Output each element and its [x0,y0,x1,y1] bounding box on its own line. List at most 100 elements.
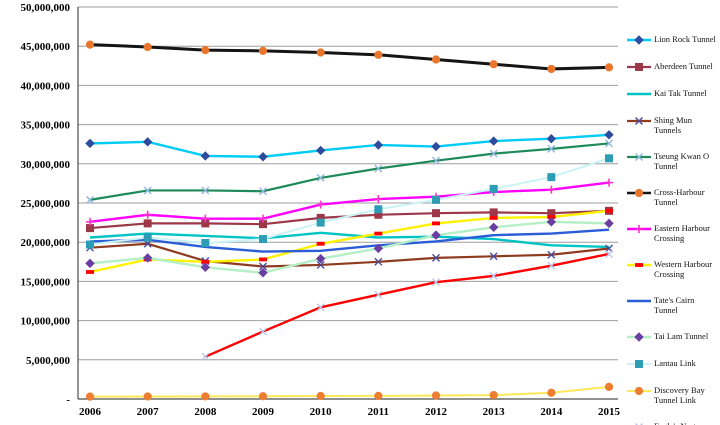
series-9 [85,217,614,278]
series-2 [89,231,610,249]
square-marker [86,240,94,249]
series-line [204,252,610,358]
diamond-marker [85,258,95,269]
diamond-marker [258,152,268,162]
legend-item: Discovery Bay Tunnel Link [627,385,719,405]
series-line [89,181,610,224]
circle-marker [604,63,614,72]
legend-swatch [627,263,651,267]
diamond-marker [373,140,384,150]
series-10 [86,154,613,249]
series-line [89,209,610,230]
y-tick-label: 45,000,000 [21,41,71,53]
series-6 [86,178,613,226]
square-marker [605,154,613,163]
circle-marker [547,388,556,397]
dash-marker [374,231,383,236]
x-tick-label: 2014 [540,406,563,418]
dash-marker [316,241,325,246]
legend-item: Tai Lam Tunnel [627,331,719,342]
legend-swatch [627,386,651,396]
series-line [89,43,610,71]
dash-marker [432,221,440,226]
y-tick-label: 25,000,000 [21,198,71,210]
series-1 [86,206,613,233]
circle-marker [634,386,644,396]
legend-item: Cross-Harbour Tunnel [627,187,719,207]
legend-item: Lion Rock Tunnel [627,34,719,45]
circle-marker [316,48,325,57]
square-marker [635,360,643,368]
series-8 [89,228,610,253]
circle-marker [143,42,152,52]
legend-item: Eagle's Nest Tunnel and Shatin Heights T… [627,421,719,425]
legend-item: Lantau Link [627,358,719,369]
diamond-marker [373,243,384,254]
legend-swatch [627,92,651,96]
legend-swatch [627,35,651,45]
chart-legend: Lion Rock Tunnel Aberdeen Tunnel Kai Tak T… [627,34,719,425]
series-line [89,242,610,268]
dash-marker [635,263,643,267]
series-3 [86,239,613,271]
circle-marker [374,50,383,59]
y-axis-labels: 50,000,000 45,000,000 40,000,000 35,000,000… [21,2,71,406]
dash-marker [86,270,94,274]
legend-swatch [627,188,651,198]
series-markers [85,382,614,401]
square-marker [432,195,440,204]
diamond-marker [604,130,614,140]
legend-item: Eastern Harbour Crossing [627,223,719,243]
series-5 [85,40,614,74]
circle-marker [431,391,441,400]
circle-marker [489,390,498,400]
legend-label: Discovery Bay Tunnel Link [654,385,705,405]
square-marker [316,218,325,227]
legend-label: Tate's Cairn Tunnel [654,295,695,315]
series-4 [86,139,613,204]
legend-item: Kai Tak Tunnel [627,88,719,99]
legend-label: Eastern Harbour Crossing [654,223,710,243]
series-markers [201,249,613,361]
series-line [89,157,610,246]
legend-label: Tai Lam Tunnel [654,331,709,341]
legend-item: Tate's Cairn Tunnel [627,295,719,315]
diamond-marker [431,230,441,240]
series-markers [85,40,614,74]
circle-marker [431,55,441,64]
circle-marker [85,392,95,401]
series-line [89,231,610,249]
plot-area: 50,000,000 45,000,000 40,000,000 35,000,000… [21,2,621,418]
circle-marker [316,391,325,401]
square-marker [143,233,152,242]
legend-swatch [627,225,651,233]
legend-label: Aberdeen Tunnel [654,61,713,71]
diamond-marker [431,141,441,152]
diamond-marker [546,134,557,144]
x-tick-label: 2012 [425,406,448,418]
circle-marker [604,382,614,391]
legend-item: Shing Mun Tunnels [627,115,719,135]
legend-swatch [627,332,651,342]
chart-svg: 50,000,000 45,000,000 40,000,000 35,000,000… [21,2,621,418]
x-tick-label: 2007 [137,406,160,418]
square-marker [635,63,643,71]
diamond-marker [258,268,268,278]
square-marker [143,219,152,228]
square-marker [489,208,498,217]
diamond-marker [142,253,153,263]
x-tick-label: 2015 [598,406,621,418]
x-tick-label: 2011 [368,406,389,418]
diamond-marker [634,35,644,45]
series-11 [85,382,614,401]
circle-marker [547,64,556,74]
square-marker [432,209,440,218]
x-tick-label: 2009 [252,406,275,418]
legend-swatch [627,360,651,368]
dash-marker [605,208,613,213]
circle-marker [258,46,268,56]
series-markers [86,206,613,233]
series-markers [85,217,614,278]
square-marker [259,235,267,244]
